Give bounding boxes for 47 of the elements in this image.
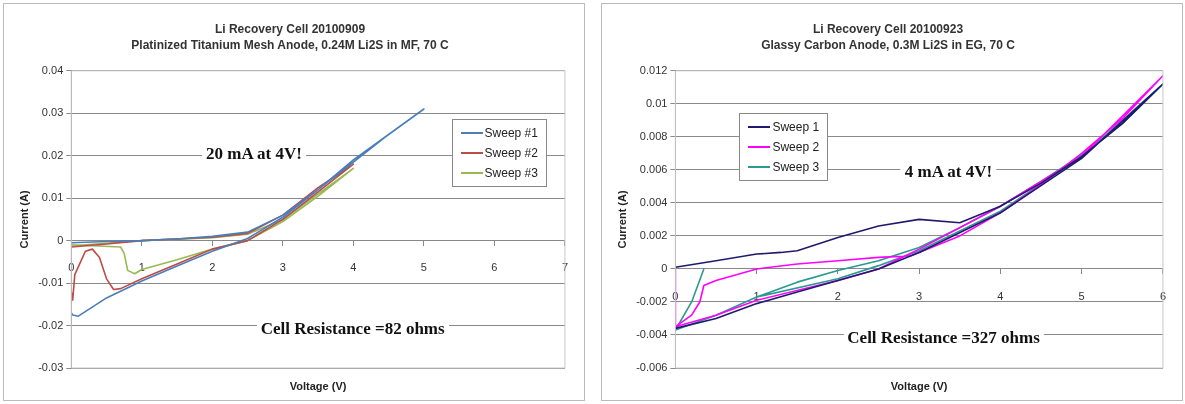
y-tick-label: 0 [57, 233, 64, 246]
y-tick-label: -0.006 [636, 361, 668, 374]
y-axis-title: Current (A) [17, 190, 30, 249]
y-tick-label: 0.04 [41, 63, 64, 76]
legend-label: Sweep #2 [484, 144, 538, 162]
y-tick-label: 0.01 [41, 191, 64, 204]
x-tick-label: 3 [916, 289, 923, 302]
x-axis-title: Voltage (V) [289, 380, 347, 392]
x-tick-label: 6 [491, 261, 498, 274]
y-tick-label: -0.03 [38, 361, 64, 374]
x-tick-label: 6 [1159, 289, 1166, 302]
y-tick-label: 0.002 [639, 228, 668, 241]
chart-title: Li Recovery Cell 20100909 [214, 21, 366, 36]
x-tick-label: 3 [279, 261, 286, 274]
y-tick-label: -0.01 [38, 276, 64, 289]
legend-label: Sweep #3 [484, 164, 538, 182]
x-axis-title: Voltage (V) [890, 380, 948, 392]
annotation: 20 mA at 4V! [201, 144, 306, 165]
y-tick-label: 0.012 [639, 63, 668, 76]
y-tick-label: -0.02 [38, 318, 64, 331]
x-tick-label: 1 [753, 289, 760, 302]
chart-subtitle: Glassy Carbon Anode, 0.3M Li2S in EG, 70 C [761, 37, 1016, 52]
annotation: 4 mA at 4V! [900, 161, 997, 182]
chart-subtitle: Platinized Titanium Mesh Anode, 0.24M Li2S in MF, 70 C [131, 37, 450, 52]
y-tick-label: 0.02 [41, 148, 64, 161]
x-tick-label: 4 [350, 261, 357, 274]
y-tick-label: 0.006 [639, 162, 668, 175]
y-tick-label: 0.008 [639, 129, 668, 142]
chart-title: Li Recovery Cell 20100923 [812, 21, 964, 36]
legend-label: Sweep 2 [772, 138, 820, 156]
x-tick-label: 2 [834, 289, 841, 302]
x-tick-label: 5 [420, 261, 427, 274]
y-tick-label: -0.004 [636, 328, 668, 341]
annotation: Cell Resistance =82 ohms [256, 319, 449, 340]
x-tick-label: 5 [1078, 289, 1085, 302]
y-tick-label: 0.01 [645, 96, 668, 109]
x-tick-label: 7 [561, 261, 568, 274]
y-axis-title: Current (A) [615, 190, 628, 249]
annotation: Cell Resistance =327 ohms [843, 328, 1044, 349]
y-tick-label: -0.002 [636, 294, 668, 307]
legend-label: Sweep #1 [484, 124, 538, 142]
x-tick-label: 2 [209, 261, 216, 274]
legend-label: Sweep 3 [772, 158, 820, 176]
y-tick-label: 0.004 [639, 195, 668, 208]
legend-label: Sweep 1 [772, 118, 820, 136]
x-tick-label: 4 [997, 289, 1004, 302]
y-tick-label: 0.03 [41, 106, 64, 119]
